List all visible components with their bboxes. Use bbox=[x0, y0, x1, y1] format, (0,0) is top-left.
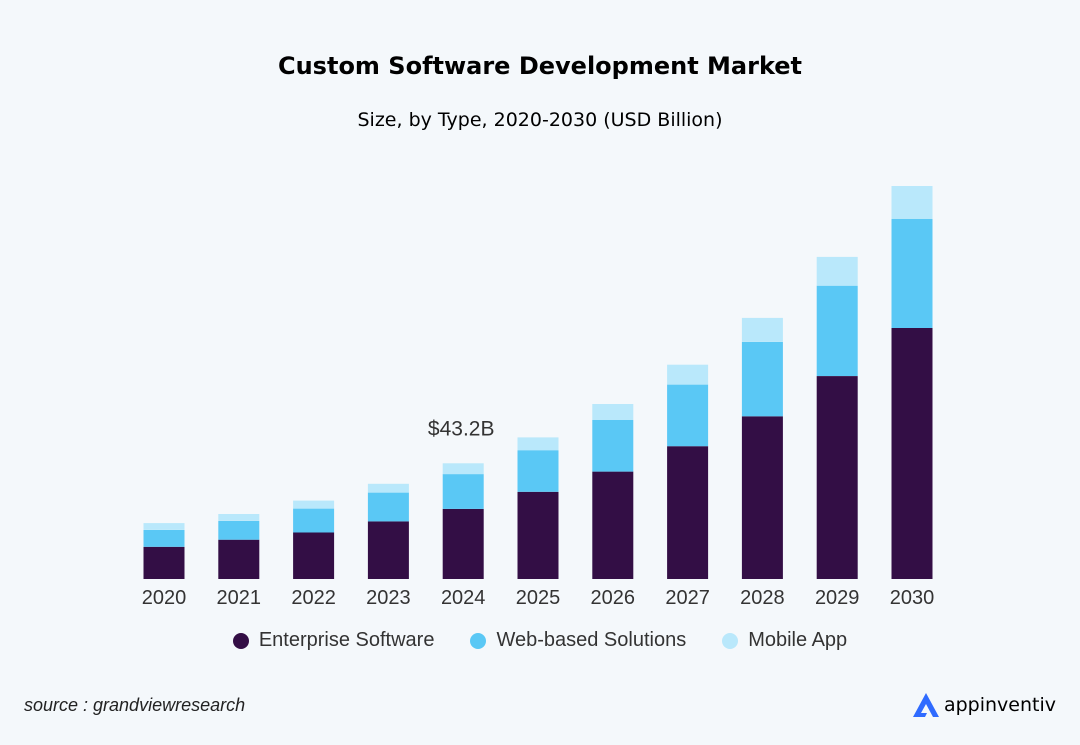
bar-web-based-solutions-2021 bbox=[218, 520, 260, 540]
bar-enterprise-software-2029 bbox=[816, 376, 858, 579]
bar-web-based-solutions-2029 bbox=[816, 285, 858, 376]
bar-enterprise-software-2020 bbox=[143, 546, 185, 579]
bar-mobile-app-2020 bbox=[143, 523, 185, 530]
brand-logo: appinventiv bbox=[912, 692, 1056, 718]
bar-mobile-app-2025 bbox=[517, 437, 559, 451]
legend: Enterprise Software Web-based Solutions … bbox=[0, 629, 1080, 652]
bar-web-based-solutions-2024 bbox=[442, 474, 484, 509]
bar-mobile-app-2022 bbox=[293, 500, 335, 509]
chart-subtitle: Size, by Type, 2020-2030 (USD Billion) bbox=[357, 109, 723, 131]
brand-name: appinventiv bbox=[943, 694, 1056, 716]
bar-enterprise-software-2023 bbox=[367, 521, 409, 579]
legend-swatch-enterprise-software bbox=[232, 632, 249, 649]
bar-mobile-app-2027 bbox=[667, 364, 709, 385]
bar-enterprise-software-2024 bbox=[442, 508, 484, 579]
x-tick-label-2025: 2025 bbox=[516, 587, 561, 609]
x-tick-label-2024: 2024 bbox=[441, 587, 486, 609]
bar-web-based-solutions-2030 bbox=[891, 218, 933, 328]
bar-web-based-solutions-2020 bbox=[143, 530, 185, 547]
legend-label-web-based-solutions: Web-based Solutions bbox=[496, 629, 687, 651]
bar-mobile-app-2024 bbox=[442, 463, 484, 475]
bar-enterprise-software-2028 bbox=[741, 416, 783, 579]
bar-enterprise-software-2021 bbox=[218, 539, 260, 579]
bar-web-based-solutions-2028 bbox=[741, 341, 783, 417]
bar-mobile-app-2023 bbox=[367, 483, 409, 493]
legend-item-enterprise-software: Enterprise Software bbox=[232, 629, 435, 652]
legend-label-enterprise-software: Enterprise Software bbox=[258, 629, 435, 651]
x-tick-label-2021: 2021 bbox=[217, 587, 262, 609]
legend-swatch-mobile-app bbox=[722, 632, 739, 649]
bar-mobile-app-2026 bbox=[592, 404, 634, 420]
bar-enterprise-software-2027 bbox=[667, 446, 709, 579]
legend-swatch-web-based-solutions bbox=[470, 632, 487, 649]
bar-mobile-app-2029 bbox=[816, 256, 858, 286]
x-tick-label-2022: 2022 bbox=[291, 587, 336, 609]
bar-mobile-app-2028 bbox=[741, 317, 783, 342]
bar-web-based-solutions-2022 bbox=[293, 508, 335, 533]
x-tick-label-2026: 2026 bbox=[591, 587, 636, 609]
x-tick-label-2023: 2023 bbox=[366, 587, 411, 609]
bar-mobile-app-2021 bbox=[218, 514, 260, 521]
stacked-bar-chart: 2020 2021 2022 2023 2024 2025 2026 2027 2028 2029… bbox=[142, 186, 935, 609]
x-tick-label-2027: 2027 bbox=[665, 587, 710, 609]
bar-web-based-solutions-2023 bbox=[367, 492, 409, 522]
legend-item-web-based-solutions: Web-based Solutions bbox=[470, 629, 686, 652]
bar-enterprise-software-2025 bbox=[517, 491, 559, 579]
bar-web-based-solutions-2026 bbox=[592, 420, 634, 472]
data-label-2024: $43.2B bbox=[428, 417, 495, 440]
bar-enterprise-software-2022 bbox=[293, 532, 335, 579]
bar-web-based-solutions-2025 bbox=[517, 450, 559, 492]
x-tick-label-2029: 2029 bbox=[815, 587, 860, 609]
legend-item-mobile-app: Mobile App bbox=[722, 629, 847, 652]
legend-label-mobile-app: Mobile App bbox=[748, 629, 848, 651]
source-note: source : grandviewresearch bbox=[24, 695, 246, 715]
bar-web-based-solutions-2027 bbox=[667, 384, 709, 447]
bar-mobile-app-2030 bbox=[891, 186, 933, 219]
bar-enterprise-software-2030 bbox=[891, 327, 933, 579]
bar-enterprise-software-2026 bbox=[592, 471, 634, 579]
chart-title: Custom Software Development Market bbox=[277, 52, 803, 80]
x-tick-label-2028: 2028 bbox=[740, 587, 785, 609]
x-tick-label-2030: 2030 bbox=[890, 587, 935, 609]
x-tick-label-2020: 2020 bbox=[142, 587, 187, 609]
appinventiv-logo-icon bbox=[912, 693, 939, 717]
